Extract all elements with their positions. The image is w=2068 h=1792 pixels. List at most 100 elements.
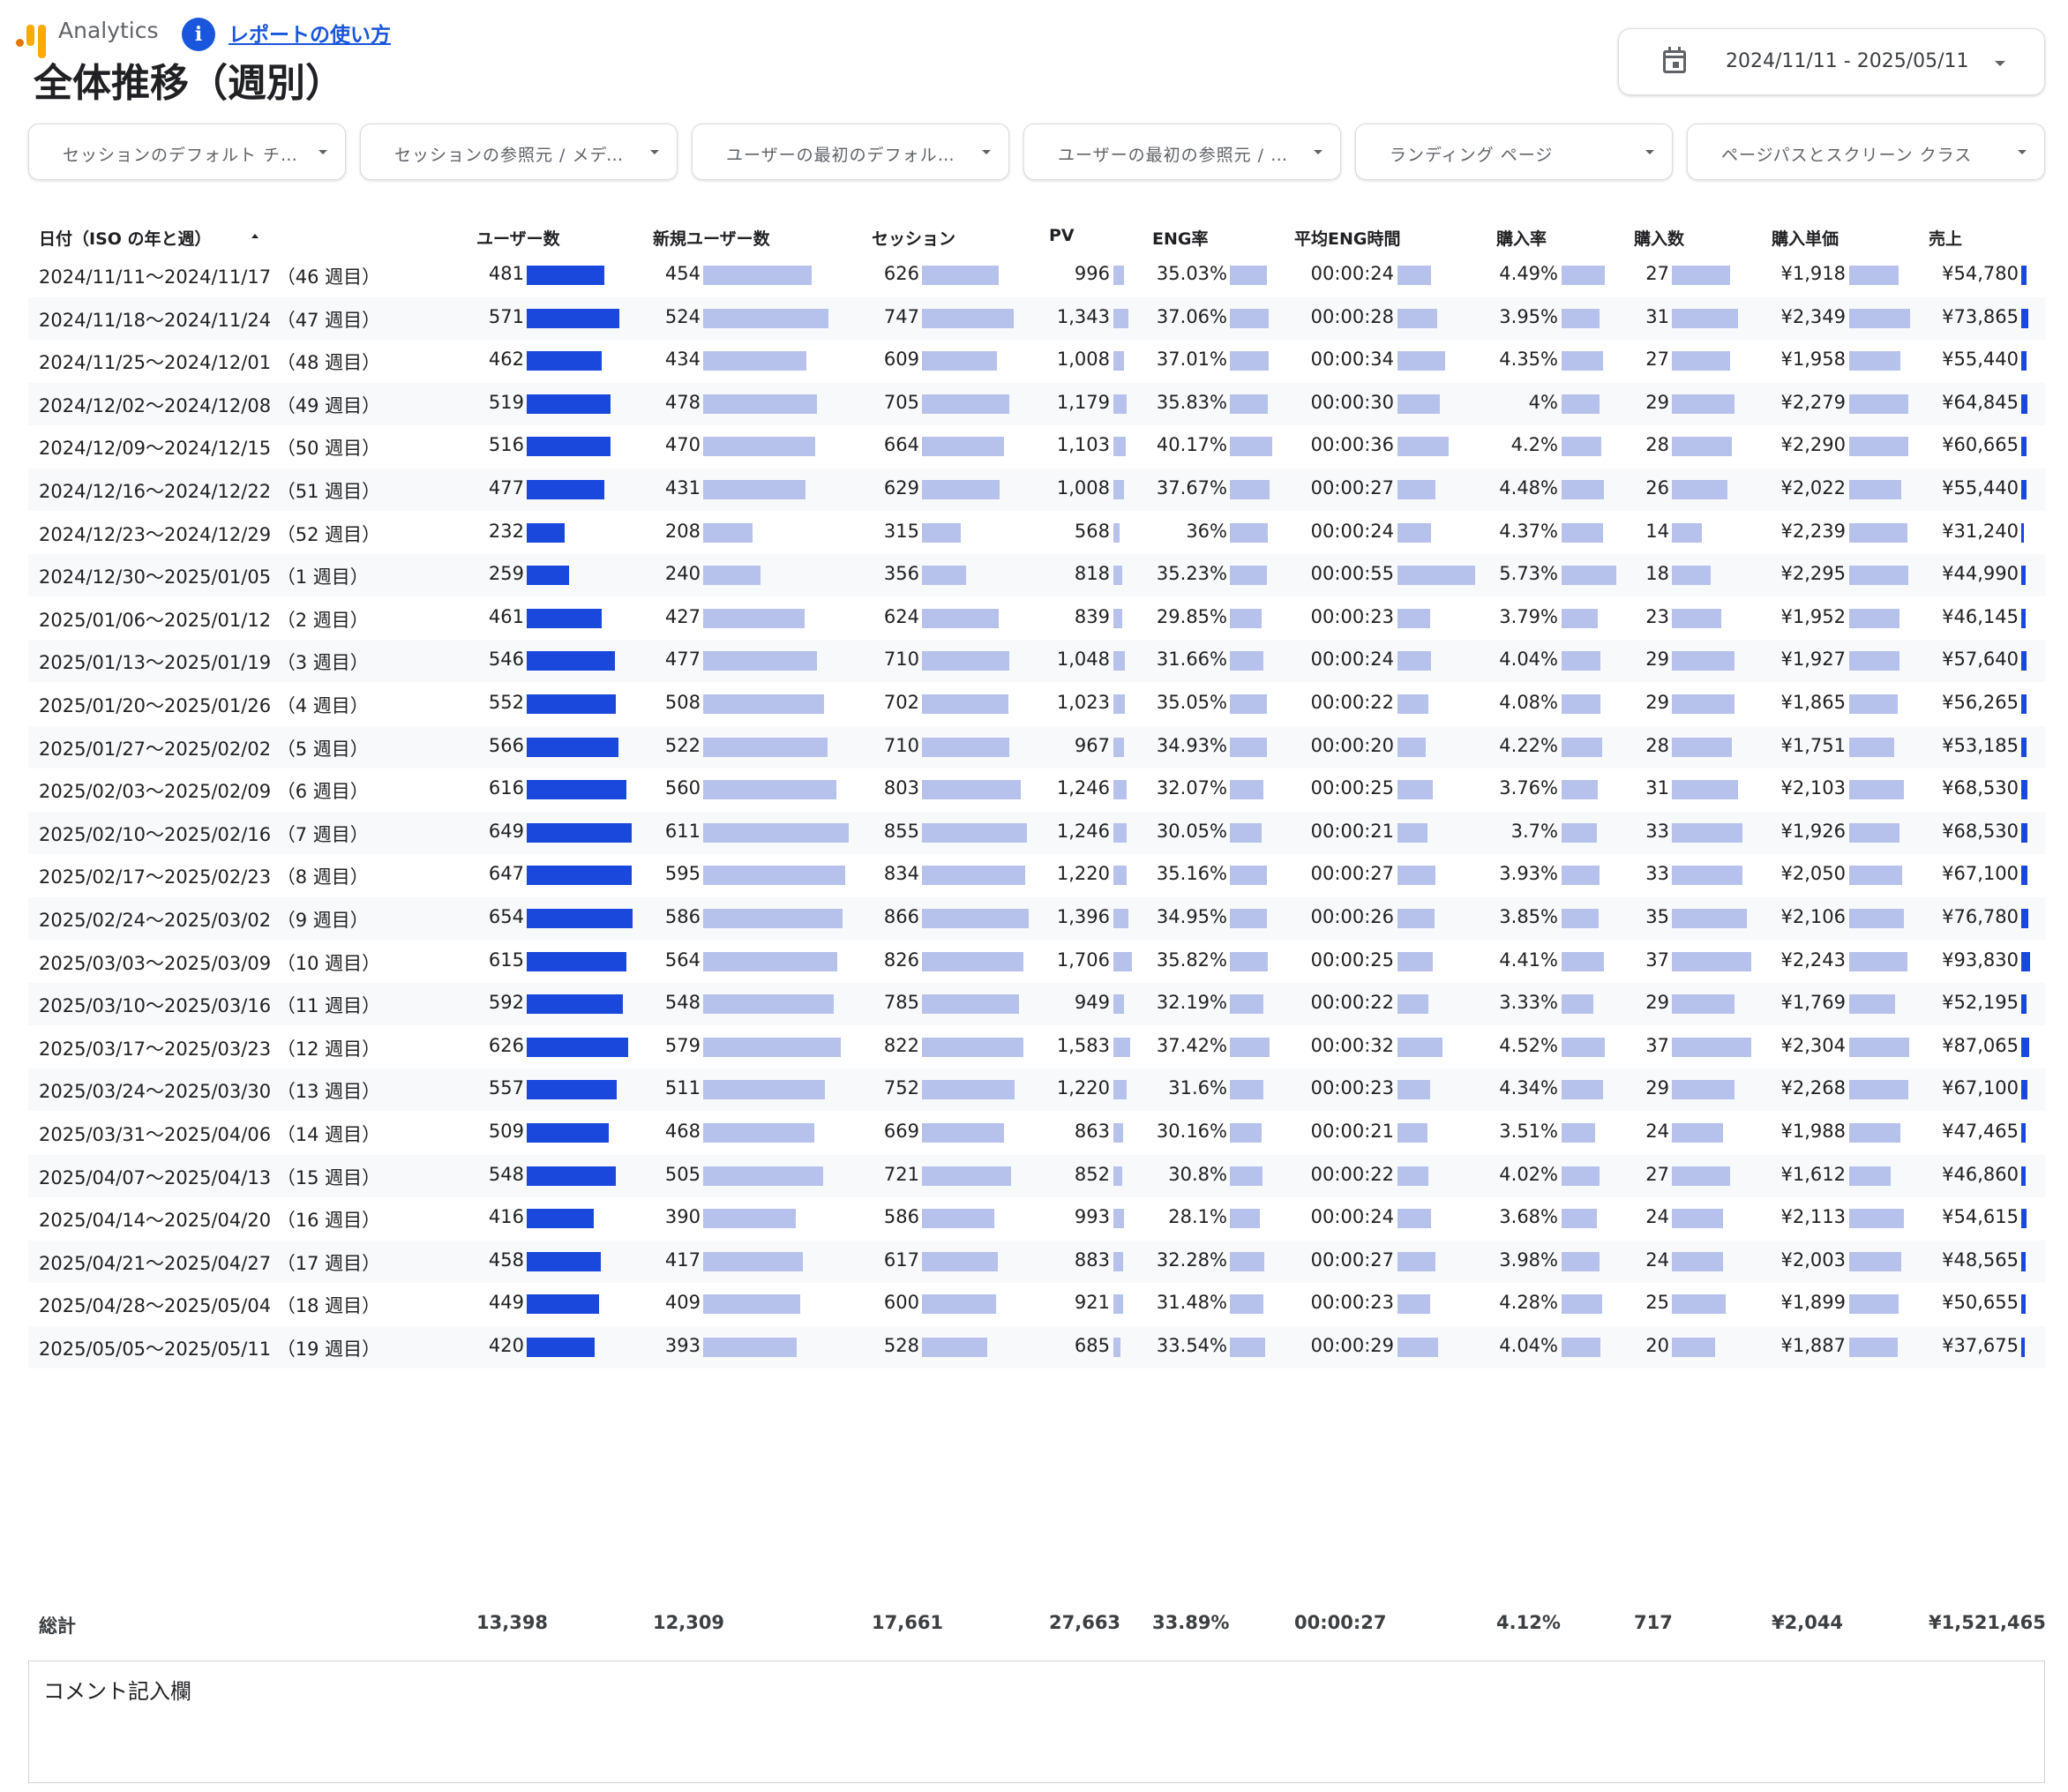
cell-purchases: 27	[1645, 1163, 1669, 1185]
cell-eng-rate: 28.1%	[1168, 1206, 1227, 1228]
table-row[interactable]: 2025/02/17～2025/02/23 （8 週目） 647 595 834 1,2…	[28, 854, 2045, 896]
cell-purchase-rate: 4.37%	[1499, 520, 1558, 542]
cell-avg-eng-time: 00:00:36	[1310, 434, 1394, 456]
table-row[interactable]: 2024/11/18～2024/11/24 （47 週目） 571 524 747 1,…	[28, 296, 2045, 340]
cell-purchases: 29	[1645, 992, 1669, 1014]
table-row[interactable]: 2024/12/09～2024/12/15 （50 週目） 516 470 664 1,…	[28, 425, 2045, 468]
table-row[interactable]: 2025/04/21～2025/04/27 （17 週目） 458 417 617 88…	[28, 1240, 2045, 1283]
cell-sessions: 834	[883, 863, 919, 885]
bar-pv	[1113, 522, 1120, 543]
filter-first-user-source[interactable]: ユーザーの最初の参照元 / メ...	[1023, 124, 1341, 180]
column-header-unit-price[interactable]: 購入単価	[1772, 229, 1839, 249]
info-icon[interactable]: i	[182, 18, 215, 51]
bar-sessions	[922, 566, 966, 586]
cell-pv: 996	[1074, 263, 1110, 284]
cell-purchases: 18	[1645, 563, 1669, 585]
table-row[interactable]: 2025/02/10～2025/02/16 （7 週目） 649 611 855 1,2…	[28, 811, 2045, 854]
bar-eng-rate	[1230, 1166, 1263, 1186]
column-header-sales[interactable]: 売上	[1929, 229, 1963, 249]
cell-avg-eng-time: 00:00:24	[1310, 520, 1394, 542]
table-row[interactable]: 2025/01/20～2025/01/26 （4 週目） 552 508 702 1,0…	[28, 683, 2045, 725]
bar-new-users	[703, 994, 834, 1015]
bar-unit-price	[1849, 394, 1908, 414]
table-row[interactable]: 2024/11/11～2024/11/17 （46 週目） 481 454 626 99…	[28, 254, 2045, 296]
cell-purchases: 29	[1645, 692, 1669, 713]
cell-avg-eng-time: 00:00:24	[1310, 649, 1394, 671]
filter-session-source-medium[interactable]: セッションの参照元 / メディア	[360, 124, 678, 180]
bar-avg-eng-time	[1397, 866, 1435, 886]
bar-users	[527, 951, 626, 971]
table-row[interactable]: 2025/03/10～2025/03/16 （11 週目） 592 548 785 94…	[28, 983, 2045, 1026]
bar-purchase-rate	[1562, 994, 1593, 1015]
cell-date: 2025/02/03～2025/02/09 （6 週目）	[39, 781, 369, 803]
table-row[interactable]: 2024/12/16～2024/12/22 （51 週目） 477 431 629 1,…	[28, 469, 2045, 511]
cell-avg-eng-time: 00:00:32	[1310, 1034, 1394, 1056]
table-row[interactable]: 2024/12/30～2025/01/05 （1 週目） 259 240 356 818…	[28, 554, 2045, 597]
bar-new-users	[703, 1251, 803, 1271]
table-row[interactable]: 2025/05/05～2025/05/11 （19 週目） 420 393 528 68…	[28, 1326, 2045, 1368]
column-header-purchase-rate[interactable]: 購入率	[1496, 229, 1547, 249]
cell-sales: ¥56,265	[1942, 692, 2019, 713]
bar-new-users	[703, 1166, 823, 1186]
bar-sales	[2021, 694, 2027, 714]
table-row[interactable]: 2025/03/03～2025/03/09 （10 週目） 615 564 826 1,…	[28, 941, 2045, 983]
bar-eng-rate	[1230, 394, 1268, 414]
column-header-new-users[interactable]: 新規ユーザー数	[653, 229, 770, 249]
bar-unit-price	[1849, 1080, 1908, 1100]
cell-date: 2025/02/24～2025/03/02 （9 週目）	[39, 910, 369, 931]
cell-pv: 1,246	[1056, 820, 1110, 842]
chevron-down-icon	[650, 150, 659, 154]
bar-sales	[2021, 737, 2027, 757]
cell-avg-eng-time: 00:00:23	[1310, 1077, 1394, 1099]
bar-pv	[1113, 351, 1124, 371]
column-header-users[interactable]: ユーザー数	[476, 229, 560, 249]
cell-sessions: 626	[883, 263, 919, 284]
filter-first-user-default-channel[interactable]: ユーザーの最初のデフォルト ...	[692, 124, 1009, 180]
column-header-pv[interactable]: PV	[1049, 226, 1075, 245]
cell-sales: ¥76,780	[1942, 906, 2019, 927]
column-header-date[interactable]: 日付（ISO の年と週）	[39, 226, 258, 250]
table-row[interactable]: 2025/04/07～2025/04/13 （15 週目） 548 505 721 85…	[28, 1154, 2045, 1197]
filter-session-default-channel[interactable]: セッションのデフォルト チャ...	[28, 124, 346, 180]
bar-purchase-rate	[1562, 522, 1603, 543]
table-row[interactable]: 2025/04/14～2025/04/20 （16 週目） 416 390 586 99…	[28, 1197, 2045, 1240]
column-header-purchases[interactable]: 購入数	[1634, 229, 1685, 249]
cell-new-users: 434	[664, 349, 701, 371]
cell-sessions: 803	[883, 777, 919, 799]
table-row[interactable]: 2025/01/13～2025/01/19 （3 週目） 546 477 710 1,0…	[28, 640, 2045, 683]
table-row[interactable]: 2025/02/03～2025/02/09 （6 週目） 616 560 803 1,2…	[28, 769, 2045, 811]
cell-purchase-rate: 4.04%	[1499, 1335, 1558, 1356]
column-header-avg-eng-time[interactable]: 平均ENG時間	[1294, 229, 1401, 249]
bar-new-users	[703, 1338, 797, 1357]
table-row[interactable]: 2025/03/31～2025/04/06 （14 週目） 509 468 669 86…	[28, 1112, 2045, 1154]
cell-pv: 1,008	[1056, 477, 1110, 499]
bar-pv	[1113, 909, 1128, 928]
comment-box[interactable]: コメント記入欄	[28, 1661, 2045, 1783]
total-unit-price: ¥2,044	[1772, 1612, 1844, 1633]
bar-eng-rate	[1230, 1294, 1263, 1315]
bar-sales	[2021, 1166, 2026, 1186]
filter-landing-page[interactable]: ランディング ページ	[1355, 124, 1673, 180]
table-row[interactable]: 2025/01/27～2025/02/02 （5 週目） 566 522 710 967…	[28, 725, 2045, 769]
filter-page-path-screen-class[interactable]: ページパスとスクリーン クラス	[1687, 124, 2045, 180]
table-row[interactable]: 2024/12/23～2024/12/29 （52 週目） 232 208 315 56…	[28, 512, 2045, 554]
report-howto-link[interactable]: レポートの使い方	[229, 24, 391, 47]
table-row[interactable]: 2025/03/24～2025/03/30 （13 週目） 557 511 752 1,…	[28, 1068, 2045, 1112]
bar-purchase-rate	[1562, 780, 1598, 800]
cell-users: 481	[488, 263, 524, 284]
cell-sales: ¥54,615	[1942, 1206, 2019, 1228]
column-header-eng-rate[interactable]: ENG率	[1152, 229, 1209, 249]
table-row[interactable]: 2024/11/25～2024/12/01 （48 週目） 462 434 609 1,…	[28, 340, 2045, 382]
table-row[interactable]: 2025/04/28～2025/05/04 （18 週目） 449 409 600 92…	[28, 1283, 2045, 1325]
cell-unit-price: ¥2,243	[1780, 948, 1846, 971]
table-row[interactable]: 2024/12/02～2024/12/08 （49 週目） 519 478 705 1,…	[28, 382, 2045, 425]
date-range-picker[interactable]: 2024/11/11 - 2025/05/11	[1618, 28, 2045, 95]
bar-purchase-rate	[1562, 822, 1597, 843]
column-header-sessions[interactable]: セッション	[872, 229, 956, 249]
table-row[interactable]: 2025/03/17～2025/03/23 （12 週目） 626 579 822 1,…	[28, 1026, 2045, 1068]
cell-users: 461	[488, 605, 524, 627]
cell-avg-eng-time: 00:00:21	[1310, 820, 1394, 842]
cell-unit-price: ¥2,106	[1780, 906, 1846, 927]
table-row[interactable]: 2025/02/24～2025/03/02 （9 週目） 654 586 866 1,3…	[28, 897, 2045, 940]
table-row[interactable]: 2025/01/06～2025/01/12 （2 週目） 461 427 624 839…	[28, 597, 2045, 640]
